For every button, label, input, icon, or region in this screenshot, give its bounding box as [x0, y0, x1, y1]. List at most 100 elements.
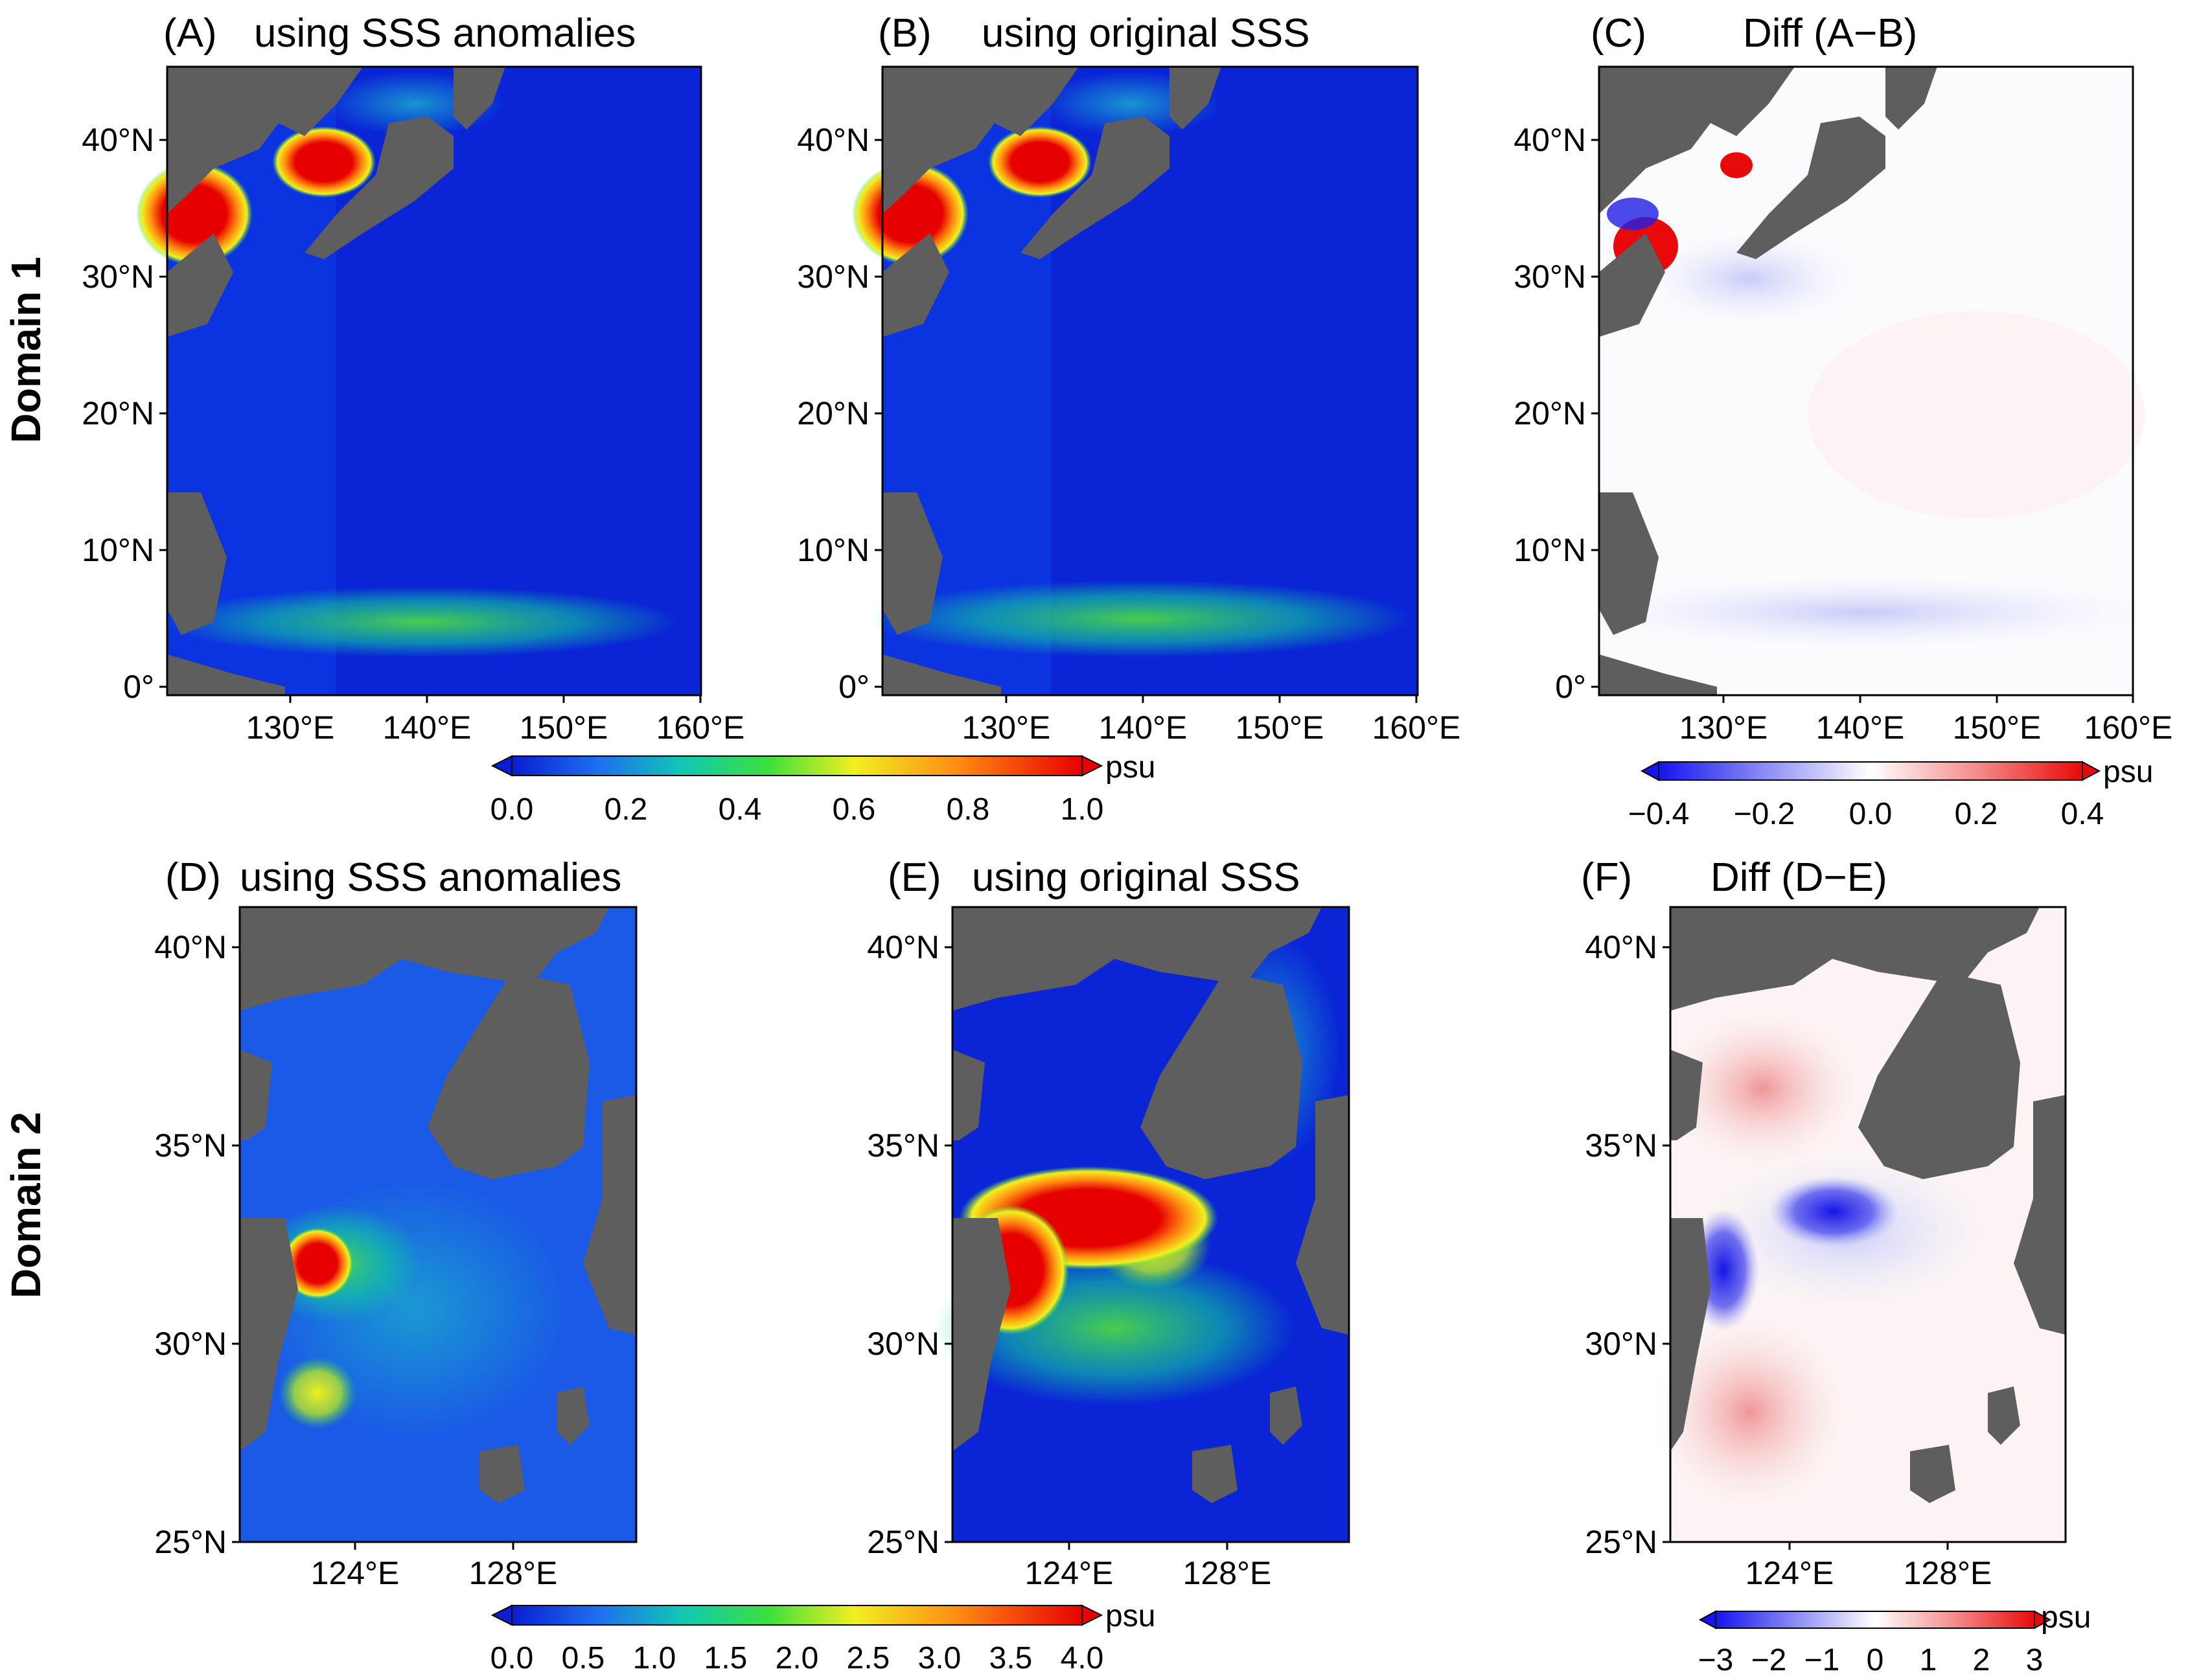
y-tick-label: 0°: [123, 669, 154, 705]
y-tick-label: 30°N: [1514, 259, 1586, 295]
colorbar-tick-label: 0.4: [2061, 797, 2104, 831]
zhejiang-plume: [279, 1357, 356, 1429]
panel-a-title: using SSS anomalies: [254, 11, 636, 56]
row-label-domain-1: Domain 1: [3, 257, 49, 443]
panel-f-frame: [1669, 906, 2067, 1543]
colorbar-tick-label: 3.0: [918, 1641, 962, 1675]
colorbar-tick-label: 1.0: [633, 1641, 676, 1675]
panel-c-yaxis: 0° 10°N 20°N 30°N 40°N: [1514, 122, 1599, 705]
panel-a-yaxis: 0° 10°N 20°N 30°N 40°N: [82, 122, 167, 705]
y-tick-label: 0°: [838, 669, 869, 705]
colorbar-bar: [1715, 1611, 2035, 1629]
colorbar-bar: [511, 755, 1083, 776]
colorbar-bar: [1658, 761, 2083, 781]
panel-d-frame: [238, 906, 638, 1543]
colorbar-tick-label: 2.5: [847, 1641, 890, 1675]
y-tick-label: 25°N: [154, 1524, 227, 1560]
colorbar-unit: psu: [1105, 750, 1155, 785]
land-shandong: [1670, 1050, 1703, 1140]
land-borneo: [1599, 654, 1717, 695]
colorbar-min-arrow: [1640, 761, 1659, 781]
zhejiang-positive: [1652, 1315, 1847, 1510]
colorbar-unit: psu: [1105, 1599, 1155, 1633]
colorbar-tick-label: 0.8: [947, 792, 990, 827]
colorbar-tick-label: 0.0: [490, 1641, 534, 1675]
panel-e-letter: (E): [888, 855, 941, 900]
y-tick-label: 30°N: [154, 1326, 227, 1362]
y-tick-label: 40°N: [1514, 122, 1586, 158]
panel-f: (F) Diff (D−E) 25°N 30°N 35°N 4: [1581, 855, 2067, 1591]
colorbar-unit: psu: [2041, 1600, 2091, 1635]
land-kyushu: [2014, 1095, 2066, 1335]
panel-a-map: [136, 65, 702, 696]
panel-d-letter: (D): [165, 855, 221, 900]
colorbar-tick-label: 0: [1867, 1643, 1884, 1677]
colorbar-tick-label: 0.2: [605, 792, 648, 827]
colorbar-4: psu −3 −2 −1 0 1 2 3: [1698, 1600, 2091, 1677]
panel-f-map: [1652, 906, 2067, 1543]
colorbar-min-arrow: [1698, 1610, 1716, 1629]
colorbar-tick-label: 0.5: [562, 1641, 605, 1675]
y-tick-label: 30°N: [82, 259, 154, 295]
land-asia: [1599, 67, 1795, 214]
y-tick-label: 20°N: [797, 395, 869, 432]
land-philippines: [882, 492, 943, 635]
land-japan: [305, 117, 454, 259]
panel-b-letter: (B): [878, 11, 932, 56]
land-philippines: [167, 492, 227, 635]
japan-sea-positive: [1720, 152, 1753, 178]
colorbar-bar: [511, 1605, 1083, 1626]
land-borneo: [882, 654, 1001, 695]
colorbar-tick-label: 2.0: [776, 1641, 819, 1675]
equatorial-negative: [1587, 577, 2145, 648]
land-hokkaido: [454, 67, 505, 130]
x-tick-label: 160°E: [1372, 709, 1461, 746]
equatorial-band: [868, 580, 1412, 658]
panel-a-xaxis: 130°E 140°E 150°E 160°E: [246, 695, 745, 746]
land-north-china: [240, 907, 609, 1011]
land-china-coast: [240, 1218, 298, 1451]
panel-e-yaxis: 25°N 30°N 35°N 40°N: [867, 929, 952, 1560]
colorbar-tick-label: 0.0: [490, 792, 534, 827]
negative-centre: [1769, 1176, 1898, 1247]
x-tick-label: 150°E: [1236, 709, 1324, 746]
land-korea: [1858, 972, 2020, 1179]
x-tick-label: 128°E: [469, 1555, 558, 1591]
land-island: [1988, 1387, 2020, 1445]
colorbar-tick-label: 3: [2026, 1643, 2044, 1677]
panel-a: (A) using SSS anomalies 0° 10°N 20°N: [82, 11, 744, 746]
x-tick-label: 130°E: [962, 709, 1051, 746]
land-japan: [1020, 117, 1169, 259]
colorbar-1: psu 0.0 0.2 0.4 0.6 0.8 1.0: [490, 750, 1156, 827]
x-tick-label: 150°E: [520, 709, 608, 746]
panel-e-title: using original SSS: [972, 855, 1300, 900]
panel-c: (C) Diff (A−B) 0° 10°N 20°N: [1514, 11, 2172, 746]
land-asia: [167, 67, 363, 214]
land-asia: [882, 67, 1079, 214]
panel-d-xaxis: 124°E 128°E: [311, 1542, 558, 1591]
row-label-domain-2: Domain 2: [3, 1112, 49, 1298]
x-tick-label: 140°E: [1816, 709, 1905, 746]
colorbar-tick-label: 0.0: [1849, 797, 1893, 831]
land-okinawa: [1192, 1445, 1238, 1503]
y-tick-label: 40°N: [154, 929, 227, 965]
panel-f-title: Diff (D−E): [1710, 855, 1887, 900]
panel-c-letter: (C): [1591, 11, 1646, 56]
land-china-coast: [952, 1218, 1011, 1451]
equatorial-band: [162, 586, 680, 658]
japan-sea-high: [272, 126, 376, 198]
y-tick-label: 40°N: [867, 929, 939, 965]
coastal-negative: [1607, 198, 1659, 230]
y-tick-label: 40°N: [82, 122, 154, 158]
colorbar-tick-label: −3: [1698, 1643, 1734, 1677]
y-tick-label: 0°: [1555, 669, 1586, 705]
x-tick-label: 130°E: [1679, 709, 1768, 746]
colorbar-3: psu 0.0 0.5 1.0 1.5 2.0 2.5 3.0 3.5 4.0: [490, 1599, 1156, 1675]
panel-f-yaxis: 25°N 30°N 35°N 40°N: [1585, 929, 1670, 1560]
land-kyushu: [583, 1095, 636, 1335]
colorbar-tick-label: 4.0: [1061, 1641, 1104, 1675]
y-tick-label: 10°N: [797, 532, 869, 568]
yellow-sea-high: [136, 162, 253, 266]
x-tick-label: 160°E: [656, 709, 745, 746]
